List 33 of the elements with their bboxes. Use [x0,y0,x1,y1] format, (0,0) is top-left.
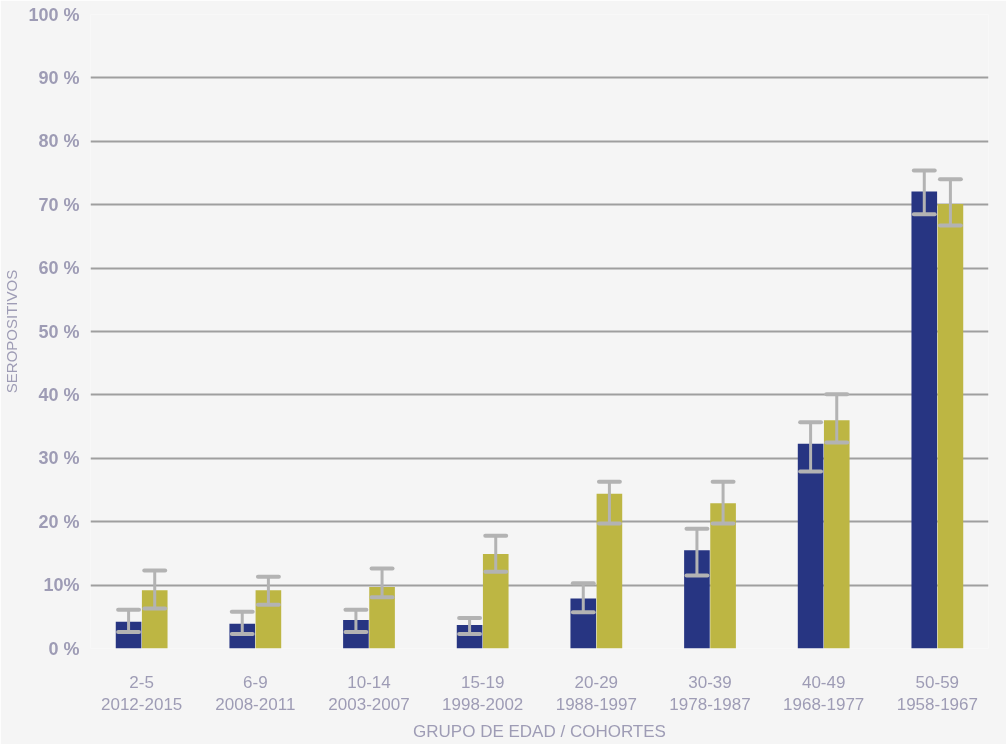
y-tick-label: 10% [43,575,80,596]
bar [255,590,282,649]
bar [369,587,395,649]
y-tick-label: 80 % [38,131,80,152]
x-tick-label: 2-5 2012-2015 [101,672,183,715]
y-axis-title: SEROPOSITIVOS [3,269,21,394]
bar [823,420,850,649]
y-tick-label: 50 % [38,321,80,342]
x-tick-label: 20-29 1988-1997 [555,672,637,715]
y-tick-label: 40 % [38,384,80,405]
bar [570,598,597,649]
bar [482,554,509,649]
bar [911,191,938,649]
y-tick-label: 0 % [48,638,80,659]
y-tick-label: 70 % [38,194,80,215]
x-axis-title: GRUPO DE EDAD / COHORTES [413,722,666,742]
x-tick-label: 30-39 1978-1987 [669,672,751,715]
x-tick-label: 6-9 2008-2011 [215,672,296,715]
y-tick-label: 90 % [38,67,80,88]
y-tick-label: 100 % [28,4,80,25]
y-tick-label: 20 % [38,511,80,532]
x-tick-label: 15-19 1998-2002 [442,672,524,715]
y-tick-label: 60 % [38,258,80,279]
bar [141,590,168,649]
bar [596,493,623,649]
bar [684,550,710,649]
x-tick-label: 10-14 2003-2007 [328,672,410,715]
y-tick-label: 30 % [38,448,80,469]
x-tick-label: 40-49 1968-1977 [783,672,865,715]
bar [937,204,964,649]
bar [797,443,824,649]
x-tick-label: 50-59 1958-1967 [896,672,979,715]
bar [710,503,736,649]
